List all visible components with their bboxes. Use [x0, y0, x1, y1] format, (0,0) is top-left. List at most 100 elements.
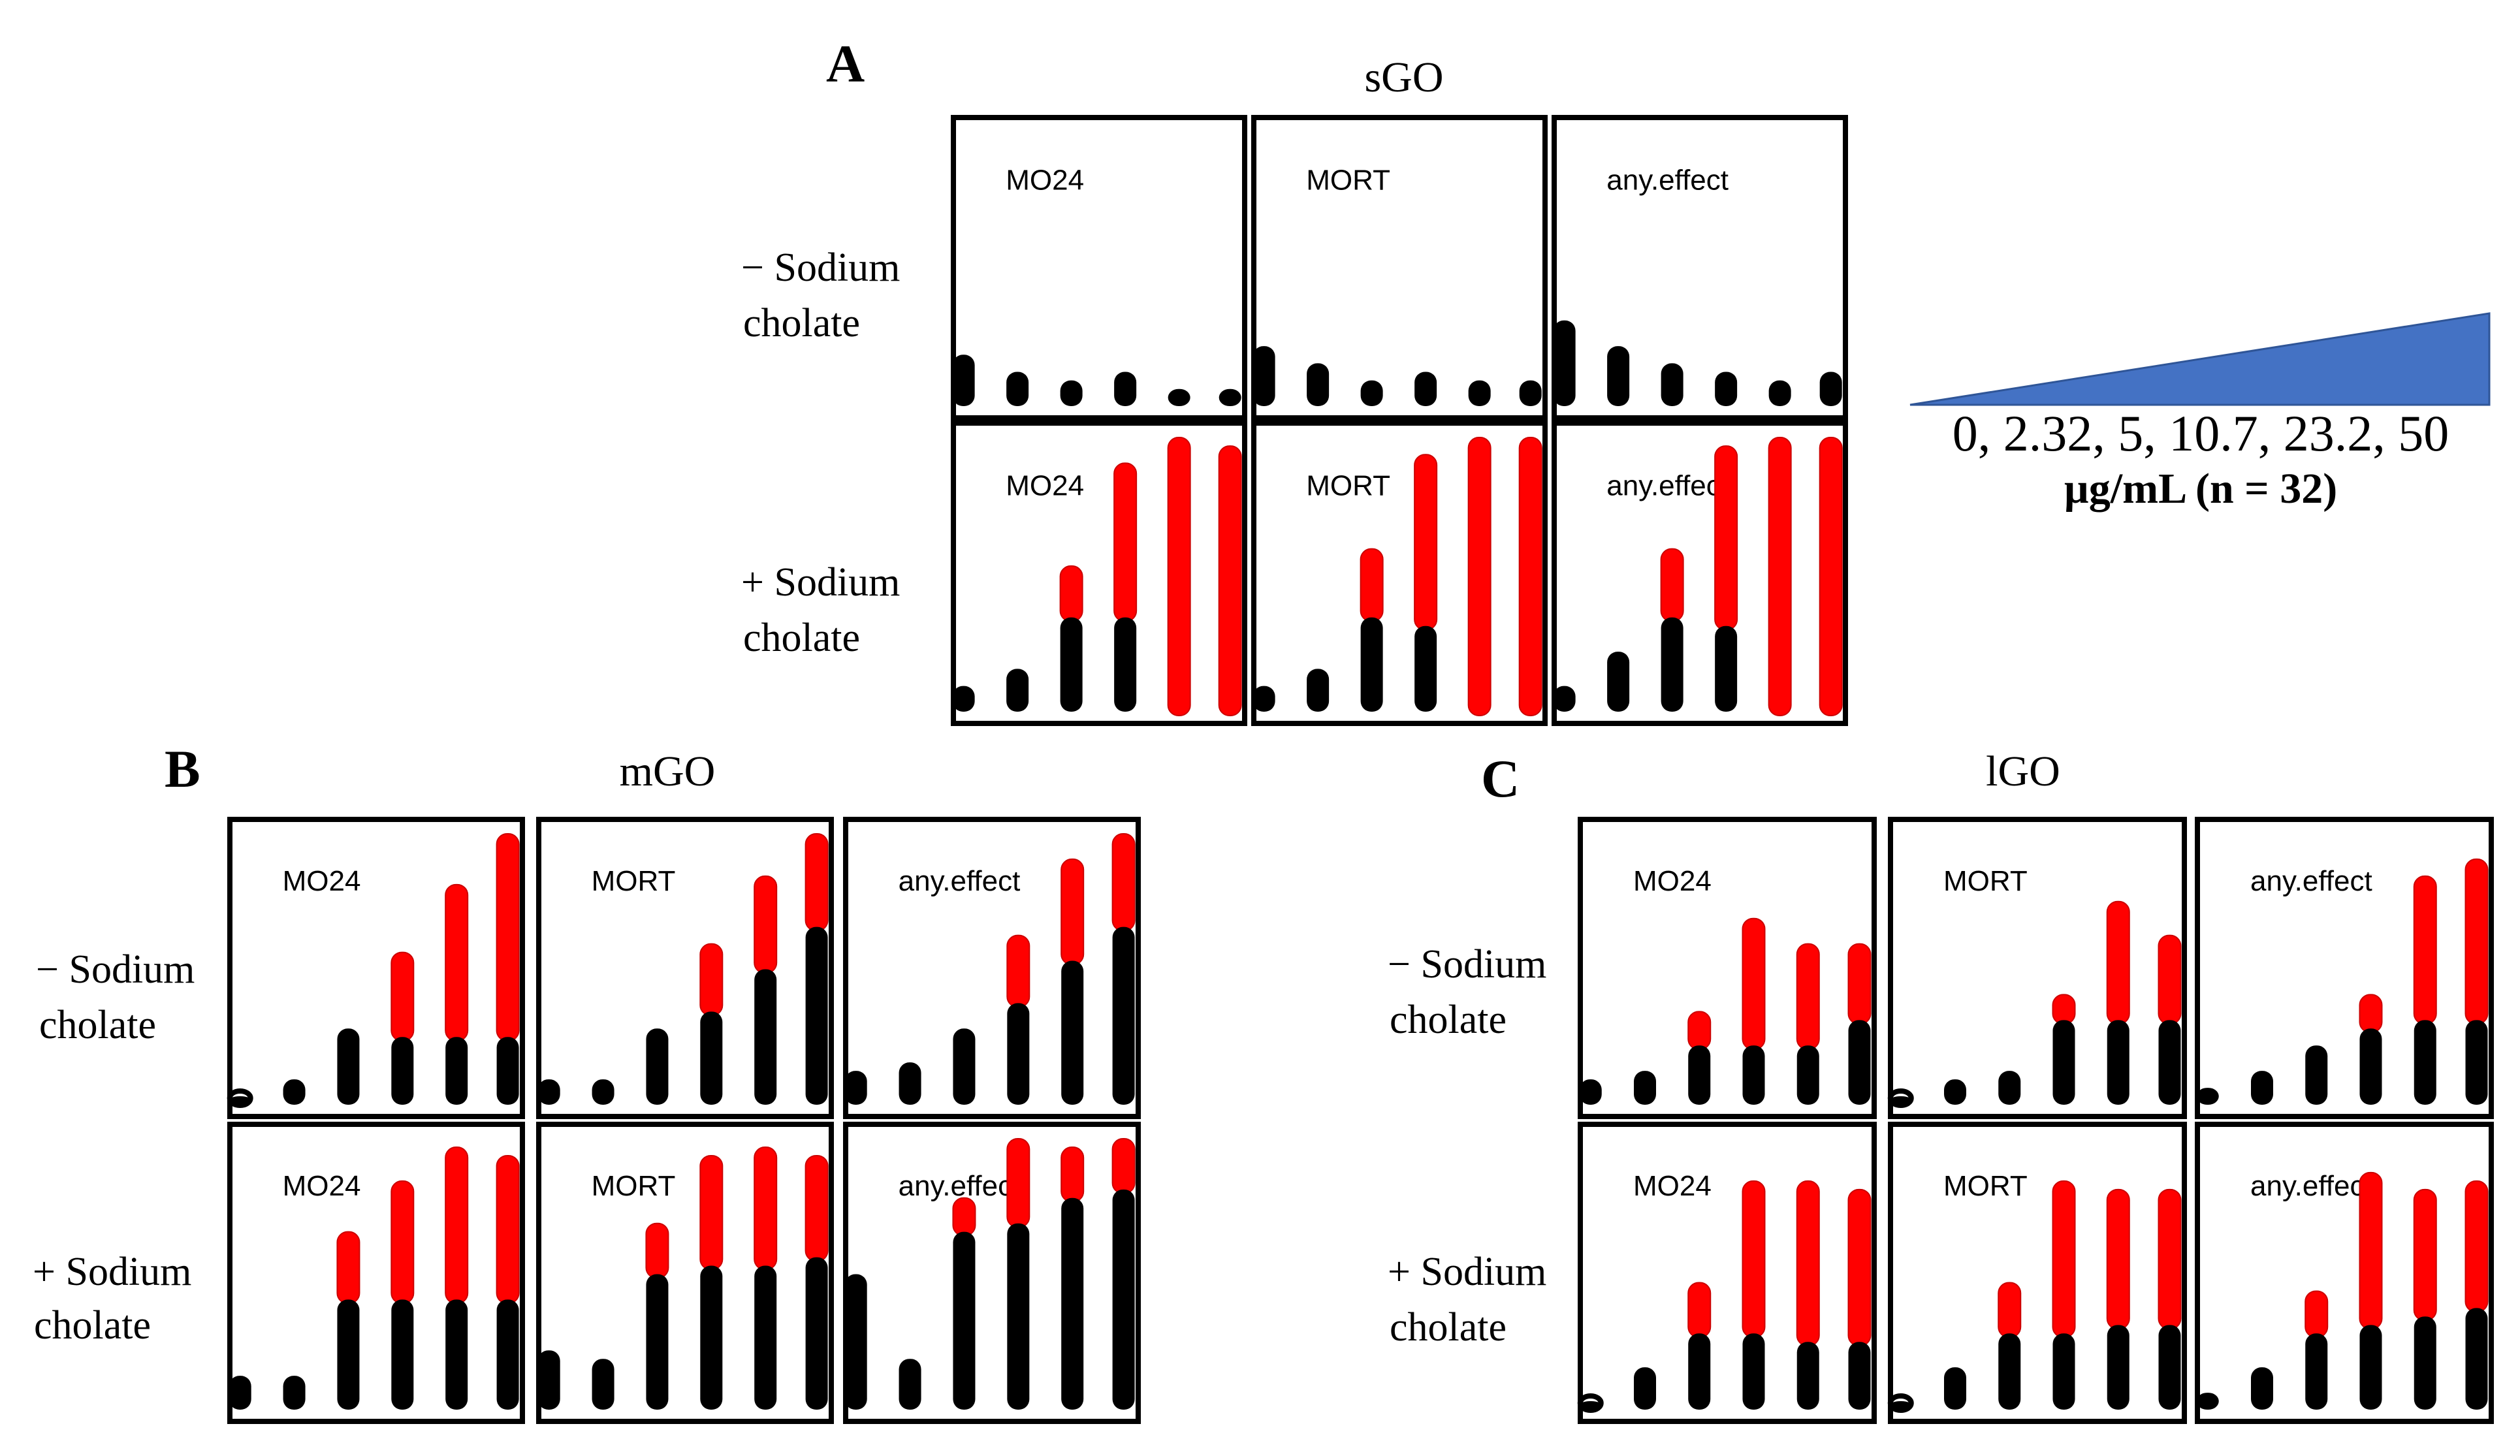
- nonresponder-bar: [1112, 1189, 1135, 1410]
- facet-frame: [843, 1122, 1141, 1424]
- endpoint-label: any.effect: [899, 865, 1021, 897]
- responder-bar: [2359, 994, 2383, 1034]
- row-label-plus: cholate: [1390, 1305, 1507, 1350]
- nonresponder-bar: [1252, 346, 1275, 406]
- nonresponder-bar: [2158, 1325, 2181, 1410]
- panel-title: mGO: [620, 748, 716, 795]
- panel-label: C: [1481, 749, 1520, 808]
- responder-bar: [1006, 934, 1030, 1008]
- responder-bar: [496, 1154, 520, 1305]
- nonresponder-bar: [1414, 372, 1437, 406]
- nonresponder-bar: [1114, 372, 1137, 406]
- nonresponder-bar: [2107, 1020, 2129, 1105]
- responder-bar: [1796, 1180, 1820, 1347]
- zero-marker: [227, 1088, 253, 1108]
- nonresponder-bar: [1114, 617, 1137, 712]
- responder-bar: [2305, 1290, 2329, 1338]
- zero-marker: [1577, 1393, 1604, 1413]
- nonresponder-bar: [1944, 1079, 1966, 1105]
- nonresponder-bar: [1060, 617, 1083, 712]
- nonresponder-bar: [646, 1028, 669, 1105]
- responder-bar: [1998, 1282, 2022, 1338]
- panel-title: lGO: [1986, 748, 2060, 795]
- nonresponder-bar: [2359, 1325, 2382, 1410]
- responder-bar: [1360, 548, 1384, 622]
- panel-label: B: [165, 739, 200, 799]
- nonresponder-bar: [2414, 1020, 2436, 1105]
- nonresponder-bar: [1360, 617, 1383, 712]
- row-label-minus: − Sodium: [36, 947, 195, 992]
- nonresponder-bar: [1112, 926, 1135, 1105]
- panel-grid: MO24 MORT any.effect MO24 MORT any.effect MO24…: [227, 115, 2494, 1424]
- nonresponder-bar: [1006, 372, 1029, 406]
- row-label-minus: cholate: [39, 1003, 156, 1047]
- responder-bar: [1687, 1011, 1712, 1051]
- nonresponder-bar: [1519, 380, 1542, 406]
- nonresponder-bar: [537, 1079, 560, 1105]
- nonresponder-bar: [391, 1299, 414, 1410]
- nonresponder-bar: [2305, 1333, 2328, 1410]
- facet-cell: MORT: [536, 817, 834, 1119]
- facet-frame: [2195, 817, 2494, 1119]
- facet-cell: MORT: [536, 1122, 834, 1424]
- nonresponder-bar: [2052, 1333, 2075, 1410]
- responder-bar: [1059, 565, 1083, 622]
- row-label-minus: − Sodium: [1388, 942, 1546, 987]
- zero-marker: [1887, 1088, 1914, 1108]
- nonresponder-bar: [391, 1037, 414, 1105]
- row-label-plus: + Sodium: [741, 560, 900, 605]
- nonresponder-bar: [2158, 1020, 2181, 1105]
- endpoint-label: any.effect: [2250, 1170, 2372, 1202]
- facet-frame: [1552, 115, 1848, 420]
- responder-bar: [1061, 1146, 1085, 1203]
- facet-frame: [1578, 1122, 1877, 1424]
- nonresponder-bar: [1168, 388, 1190, 406]
- responder-bar: [2052, 1180, 2076, 1338]
- responder-bar: [1113, 462, 1138, 622]
- facet-cell: any.effect: [1552, 420, 1848, 726]
- nonresponder-bar: [1553, 320, 1576, 406]
- facet-frame: [1578, 817, 1877, 1119]
- nonresponder-bar: [1579, 1079, 1602, 1105]
- facet-frame: [951, 420, 1247, 726]
- facet-frame: [2195, 1122, 2494, 1424]
- zero-marker: [1887, 1393, 1914, 1413]
- nonresponder-bar: [1061, 960, 1084, 1105]
- concentration-values: 0, 2.32, 5, 10.7, 23.2, 50: [1953, 405, 2449, 462]
- responder-bar: [1819, 437, 1843, 716]
- responder-bar: [1167, 437, 1191, 716]
- responder-bar: [805, 833, 829, 932]
- nonresponder-bar: [2359, 1028, 2382, 1105]
- responder-bar: [391, 951, 415, 1042]
- nonresponder-bar: [2052, 1020, 2075, 1105]
- responder-bar: [1660, 548, 1684, 622]
- responder-bar: [805, 1154, 829, 1262]
- endpoint-label: MORT: [592, 865, 676, 897]
- responder-bar: [1847, 1188, 1872, 1347]
- nonresponder-bar: [953, 1231, 976, 1410]
- responder-bar: [1796, 943, 1820, 1051]
- responder-bar: [2052, 994, 2076, 1025]
- endpoint-label: MO24: [1006, 469, 1084, 501]
- nonresponder-bar: [1688, 1333, 1711, 1410]
- facet-frame: [1552, 420, 1848, 726]
- responder-bar: [445, 883, 469, 1042]
- facet-cell: MO24: [227, 1122, 525, 1424]
- responder-bar: [1518, 437, 1542, 716]
- nonresponder-bar: [337, 1028, 360, 1105]
- nonresponder-bar: [1219, 388, 1241, 406]
- facet-frame: [951, 115, 1247, 420]
- nonresponder-bar: [229, 1376, 251, 1410]
- responder-bar: [1714, 445, 1738, 631]
- responder-bar: [2158, 1188, 2182, 1330]
- concentration-wedge: [1909, 312, 2491, 406]
- facet-frame: [536, 1122, 834, 1424]
- responder-bar: [1414, 454, 1438, 631]
- nonresponder-bar: [1715, 372, 1738, 406]
- nonresponder-bar: [1607, 652, 1630, 712]
- facet-cell: MO24: [1578, 817, 1877, 1119]
- endpoint-label: MO24: [283, 1170, 361, 1202]
- nonresponder-bar: [2107, 1325, 2129, 1410]
- endpoint-label: MO24: [1006, 164, 1084, 196]
- responder-bar: [2106, 900, 2130, 1025]
